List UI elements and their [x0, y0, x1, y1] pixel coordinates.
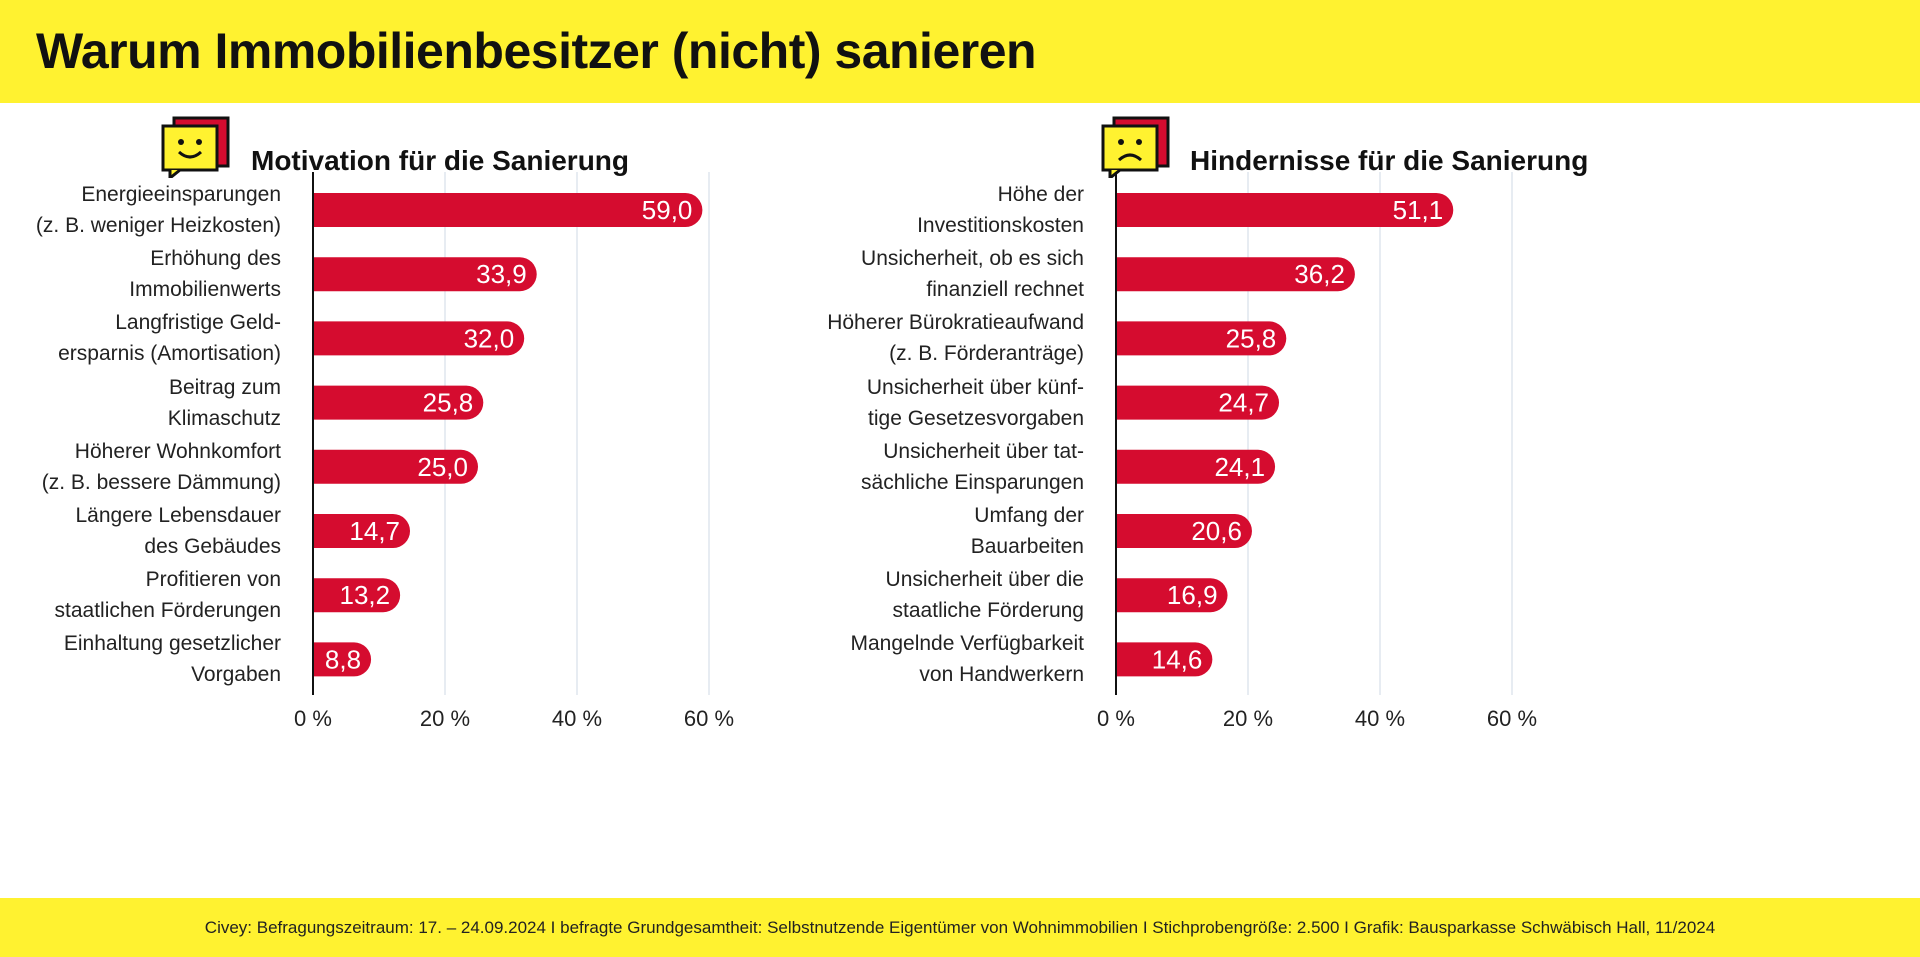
category-label: Unsicherheit, ob es sich finanziell rechn… [861, 247, 1084, 302]
bar-value-label: 14,7 [349, 516, 400, 546]
category-label: Erhöhung des Immobilienwerts [129, 247, 281, 302]
category-label: Unsicherheit über tat-sächliche Einsparu… [861, 439, 1084, 494]
bar [313, 193, 703, 227]
bar [1116, 449, 1276, 484]
x-tick-label: 20 % [1223, 706, 1273, 731]
category-label: Höherer Bürokratieaufwand (z. B. Förderan… [827, 311, 1084, 366]
bar [313, 449, 478, 484]
bar-value-label: 24,7 [1218, 388, 1269, 418]
bar [1116, 514, 1252, 548]
bar [1116, 321, 1287, 356]
bar-value-label: 13,2 [340, 580, 391, 610]
page-title: Warum Immobilienbesitzer (nicht) saniere… [36, 23, 1037, 79]
category-label: Beitrag zum Klimaschutz [167, 375, 281, 430]
category-label: Umfang der Bauarbeiten [970, 504, 1084, 558]
category-label: Mangelnde Verfügbarkeit von Handwerkern [850, 632, 1085, 687]
bar-value-label: 51,1 [1393, 195, 1444, 225]
category-label: Unsicherheit über die staatliche Förderun… [885, 568, 1084, 623]
category-label: Längere Lebensdauer des Gebäudes [75, 504, 281, 558]
bar [1116, 578, 1228, 613]
source-note: Civey: Befragungszeitraum: 17. – 24.09.2… [204, 917, 1716, 937]
bar [313, 642, 372, 677]
bar-value-label: 16,9 [1167, 580, 1218, 610]
bar [313, 321, 525, 356]
bar-value-label: 8,8 [325, 644, 361, 674]
x-tick-label: 0 % [1097, 706, 1135, 731]
bar [313, 578, 401, 613]
bar-value-label: 24,1 [1214, 452, 1265, 482]
x-tick-label: 60 % [684, 706, 734, 731]
bar-value-label: 25,8 [1226, 323, 1277, 353]
footer-source: Civey: Befragungszeitraum: 17. – 24.09.2… [0, 898, 1920, 957]
category-label: Höherer Wohnkomfort (z. B. bessere Dämmun… [41, 439, 281, 494]
x-tick-label: 40 % [1355, 706, 1405, 731]
header-banner: Warum Immobilienbesitzer (nicht) saniere… [0, 0, 1920, 103]
category-label: Energieeinsparungen (z. B. weniger Heizko… [35, 183, 281, 237]
bar [313, 385, 484, 420]
x-tick-label: 20 % [420, 706, 470, 731]
x-tick-label: 0 % [294, 706, 332, 731]
category-label: Höhe der Investitionskosten [917, 183, 1084, 237]
bar-value-label: 14,6 [1152, 644, 1203, 674]
category-label: Profitieren von staatlichen Förderungen [54, 568, 281, 623]
x-tick-label: 40 % [552, 706, 602, 731]
right-chart-title: Hindernisse für die Sanierung [1190, 145, 1589, 176]
category-label: Einhaltung gesetzlicher Vorgaben [63, 632, 281, 687]
smiley-happy-icon [160, 116, 232, 183]
bar-value-label: 20,6 [1191, 516, 1242, 546]
left-chart-title: Motivation für die Sanierung [251, 145, 630, 176]
bar [1116, 642, 1213, 677]
bar-value-label: 25,0 [417, 452, 468, 482]
bar-value-label: 33,9 [476, 259, 527, 289]
bar [1116, 193, 1454, 227]
bar-value-label: 25,8 [423, 388, 474, 418]
bar-value-label: 32,0 [464, 323, 515, 353]
bar [1116, 257, 1355, 292]
bar [1116, 385, 1280, 420]
smiley-sad-icon [1100, 116, 1172, 183]
bar-value-label: 59,0 [642, 195, 693, 225]
bar-value-label: 36,2 [1294, 259, 1345, 289]
category-label: Unsicherheit über künf-tige Gesetzesvorg… [866, 375, 1084, 430]
category-label: Langfristige Geld-ersparnis (Amortisatio… [58, 311, 281, 366]
bar [313, 257, 537, 292]
bar [313, 514, 411, 548]
x-tick-label: 60 % [1487, 706, 1537, 731]
